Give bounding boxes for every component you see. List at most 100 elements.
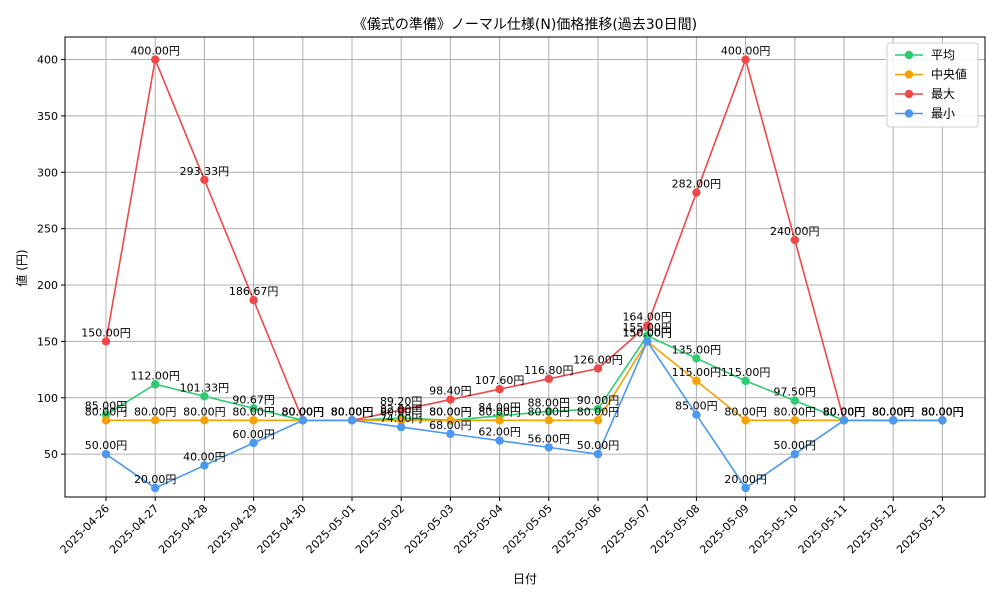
x-tick-label: 2025-05-11 (796, 502, 850, 556)
data-label: 80.00円 (282, 405, 325, 418)
data-label: 80.00円 (282, 405, 325, 418)
data-label: 80.00円 (232, 405, 275, 418)
x-tick-label: 2025-04-30 (255, 502, 309, 556)
data-point (397, 416, 406, 425)
x-axis-label: 日付 (513, 572, 537, 586)
data-label: 50.00円 (577, 439, 620, 452)
data-label: 80.00円 (183, 405, 226, 418)
data-point (544, 407, 553, 416)
data-point (544, 374, 553, 384)
data-point (200, 175, 209, 185)
data-label: 101.33円 (180, 381, 230, 394)
legend-label: 平均 (931, 48, 955, 62)
data-point (249, 416, 258, 425)
data-label: 20.00円 (724, 473, 767, 486)
data-label: 80.00円 (134, 405, 177, 418)
x-tick-label: 2025-05-06 (550, 502, 604, 556)
data-point (889, 416, 898, 425)
data-label: 50.00円 (774, 439, 817, 452)
x-tick-label: 2025-04-29 (205, 502, 259, 556)
data-label: 115.00円 (672, 366, 722, 379)
data-label: 80.00円 (774, 405, 817, 418)
x-tick-label: 2025-05-01 (304, 502, 358, 556)
data-point (593, 449, 603, 459)
data-point (101, 416, 111, 425)
data-point (741, 55, 750, 64)
data-label: 68.00円 (429, 419, 472, 432)
x-tick-label: 2025-05-13 (894, 502, 948, 556)
data-label: 85.00円 (85, 400, 128, 413)
data-label: 240.00円 (770, 225, 820, 238)
data-label: 80.00円 (872, 405, 915, 418)
data-label: 80.00円 (478, 405, 521, 418)
data-point (593, 404, 603, 414)
data-point (692, 354, 701, 363)
axes: 501001502002503003504002025-04-262025-04… (37, 36, 986, 556)
data-point (151, 55, 160, 64)
x-tick-label: 2025-05-05 (501, 502, 555, 556)
data-label: 89.20円 (380, 395, 423, 408)
data-label: 98.40円 (429, 385, 472, 398)
data-label: 97.50円 (774, 386, 817, 399)
data-label: 80.00円 (282, 405, 325, 418)
x-tick-label: 2025-05-08 (648, 502, 702, 556)
data-label: 60.00円 (232, 428, 275, 441)
y-tick-label: 400 (37, 54, 58, 67)
data-label: 62.00円 (478, 426, 521, 439)
data-label: 82.00円 (380, 403, 423, 416)
data-point (200, 461, 209, 470)
data-point (249, 295, 258, 305)
y-tick-label: 100 (37, 392, 58, 405)
legend-marker (904, 50, 914, 60)
series-line-2 (105, 56, 943, 422)
data-label: 186.67円 (229, 285, 279, 298)
data-point (495, 416, 504, 425)
data-point (790, 416, 799, 425)
data-label: 90.67円 (232, 393, 275, 406)
data-label: 80.00円 (921, 405, 964, 418)
data-point (151, 416, 160, 425)
y-tick-label: 300 (37, 166, 58, 179)
data-label: 90.00円 (577, 394, 620, 407)
data-label: 293.33円 (180, 165, 230, 178)
data-label: 80.00円 (331, 405, 374, 418)
data-point (593, 416, 603, 425)
data-label: 56.00円 (528, 432, 571, 445)
data-point (151, 380, 160, 389)
data-label: 80.00円 (921, 405, 964, 418)
y-tick-label: 150 (37, 335, 58, 348)
x-tick-label: 2025-05-03 (402, 502, 456, 556)
legend-label: 最大 (931, 87, 955, 101)
data-point (544, 443, 553, 452)
data-point (249, 404, 258, 413)
data-label: 80.00円 (724, 405, 767, 418)
x-tick-label: 2025-05-12 (845, 502, 899, 556)
data-label: 150.00円 (622, 326, 672, 339)
data-label: 112.00円 (130, 369, 180, 382)
data-point (741, 416, 750, 425)
x-tick-label: 2025-04-27 (107, 502, 161, 556)
data-label: 80.00円 (331, 405, 374, 418)
data-label: 126.00円 (573, 353, 623, 366)
data-label: 80.00円 (380, 405, 423, 418)
data-point (692, 410, 701, 419)
data-label: 80.00円 (823, 405, 866, 418)
data-label: 116.80円 (524, 364, 574, 377)
x-tick-label: 2025-05-09 (697, 502, 751, 556)
legend-marker (904, 109, 914, 118)
data-point (446, 395, 455, 404)
data-label: 80.00円 (823, 405, 866, 418)
data-label: 40.00円 (183, 450, 226, 463)
legend-label: 最小 (931, 107, 955, 121)
data-label: 80.00円 (282, 405, 325, 418)
data-label: 80.00円 (331, 405, 374, 418)
data-point (249, 438, 258, 448)
data-label: 80.00円 (872, 405, 915, 418)
data-point (347, 416, 357, 425)
plot-frame (64, 36, 986, 498)
legend-box (886, 42, 979, 128)
data-label: 135.00円 (672, 343, 722, 356)
data-label: 88.00円 (528, 396, 571, 409)
data-point (643, 321, 652, 330)
